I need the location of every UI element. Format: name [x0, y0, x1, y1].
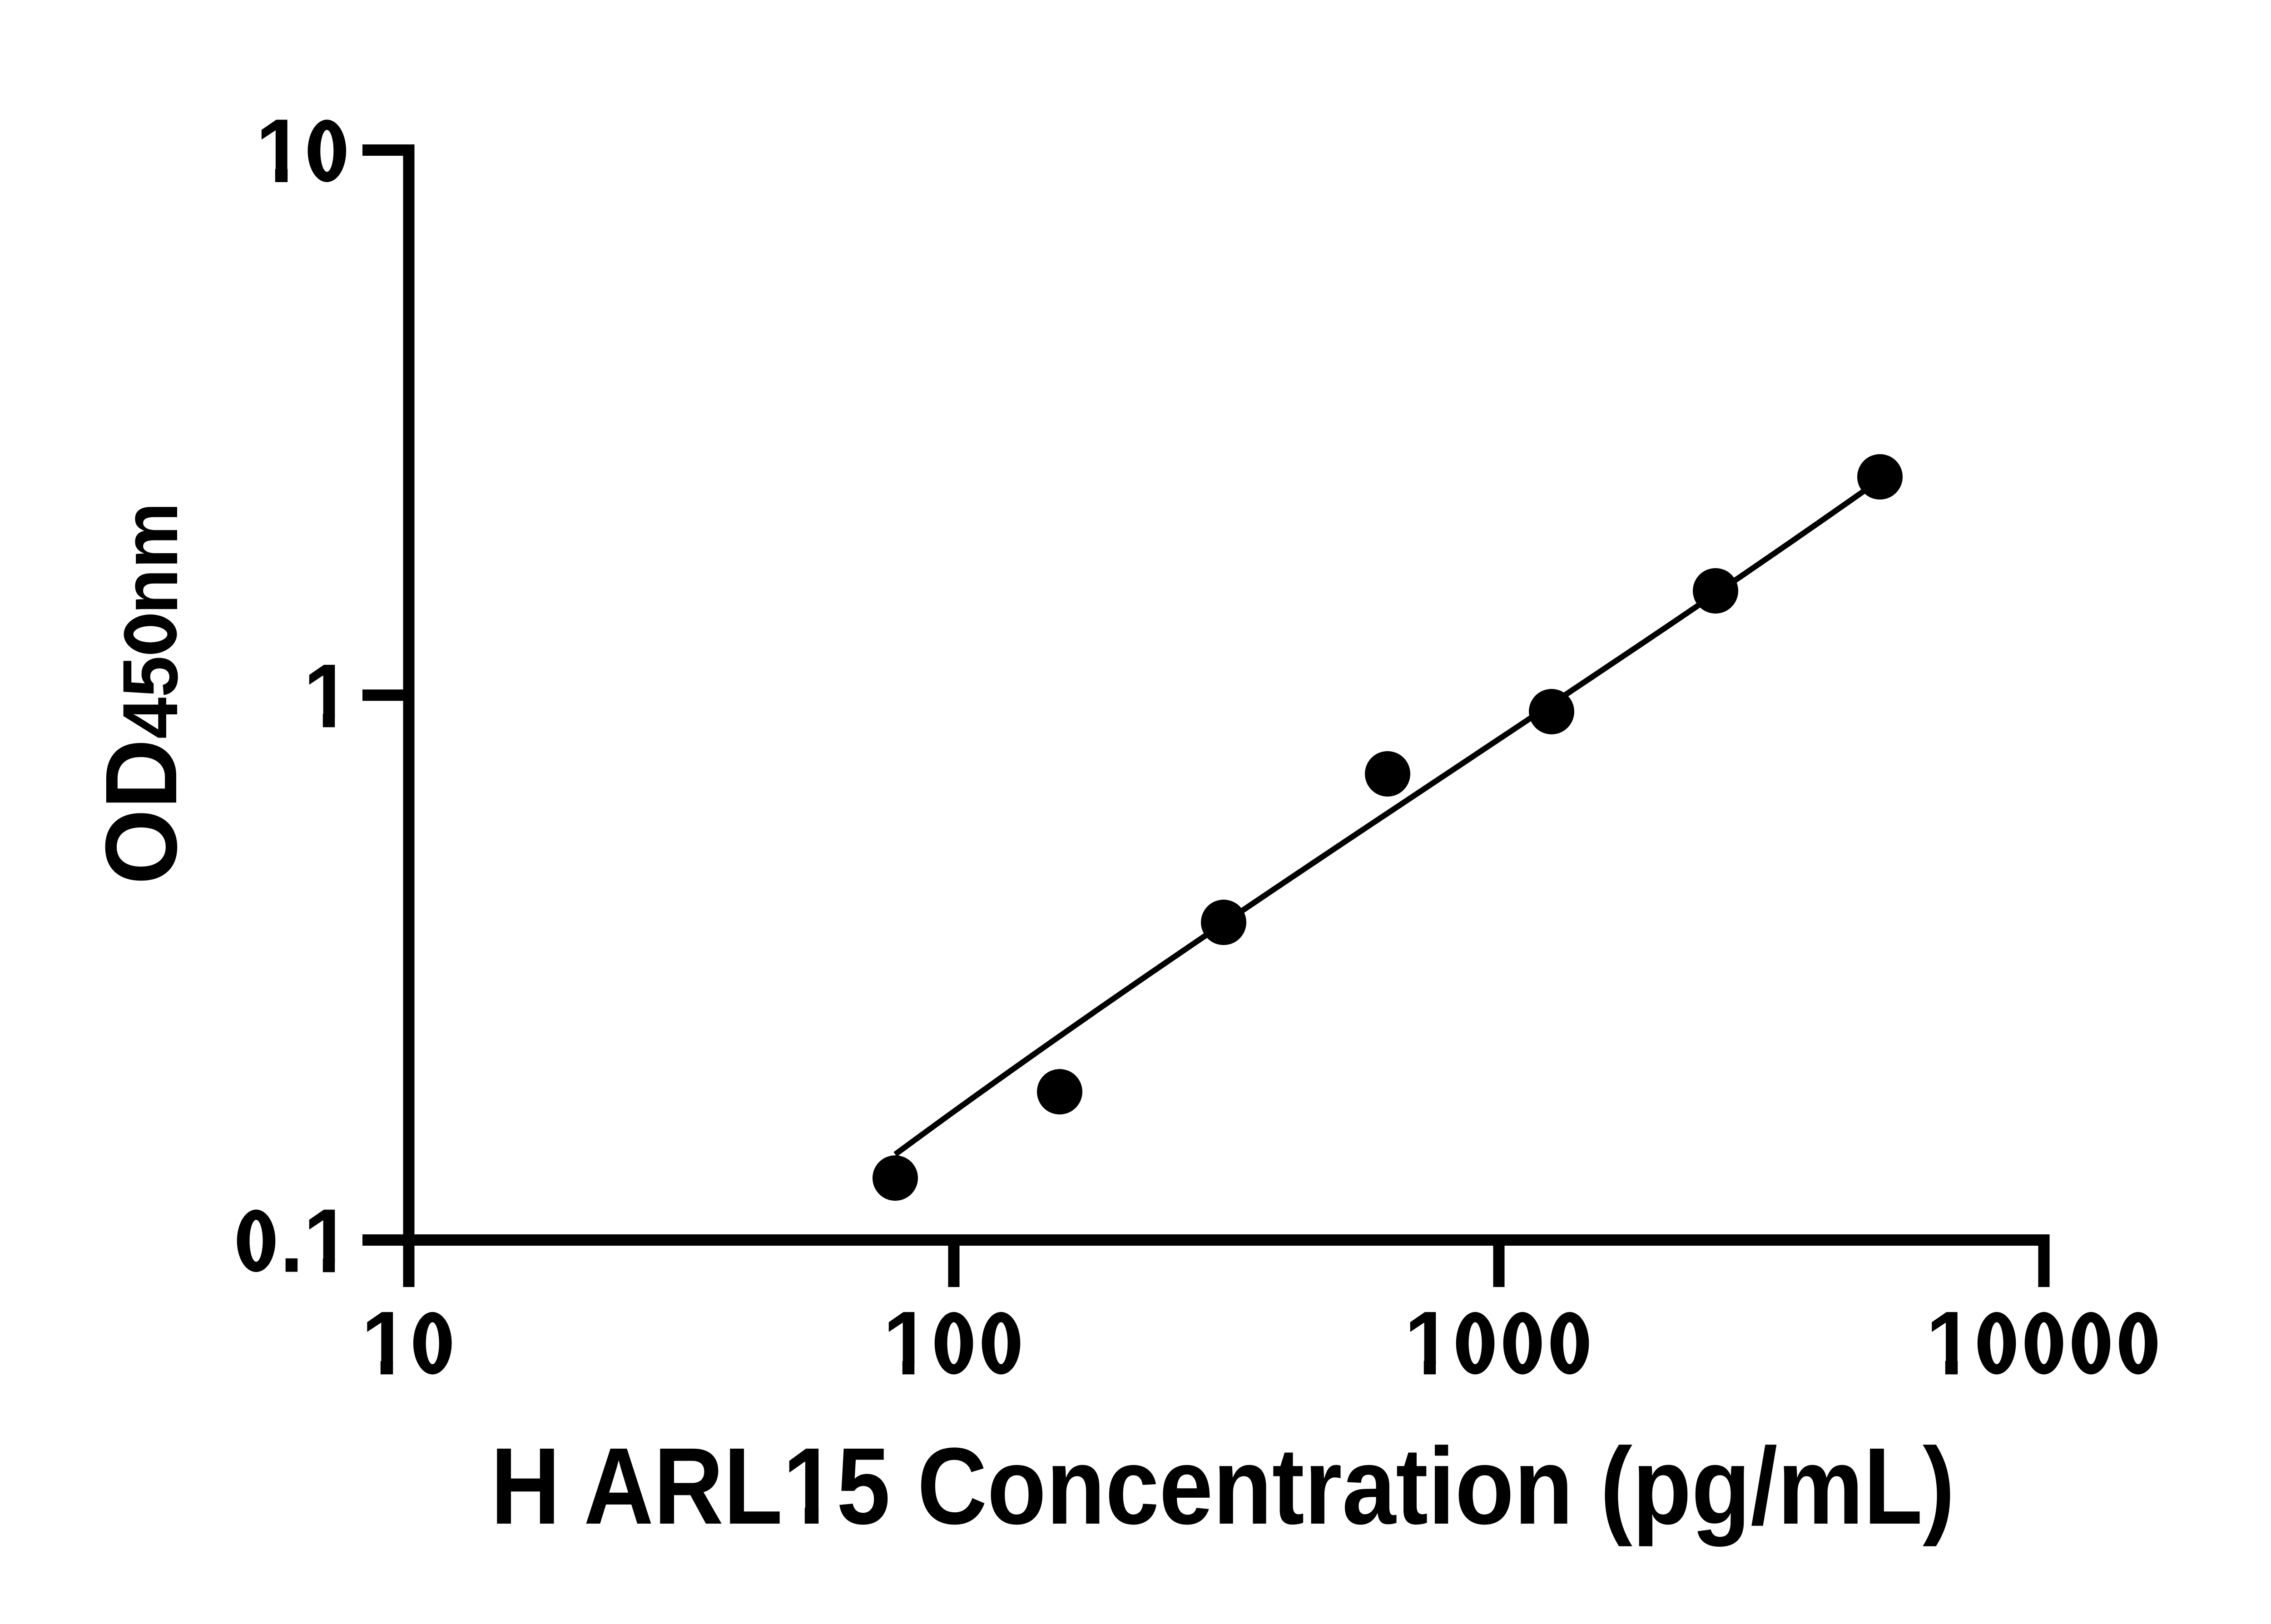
- svg-text:OD: OD: [84, 739, 198, 885]
- svg-text:1: 1: [303, 646, 351, 747]
- svg-text:H ARL15 Concentration (pg/mL): H ARL15 Concentration (pg/mL): [491, 1425, 1955, 1547]
